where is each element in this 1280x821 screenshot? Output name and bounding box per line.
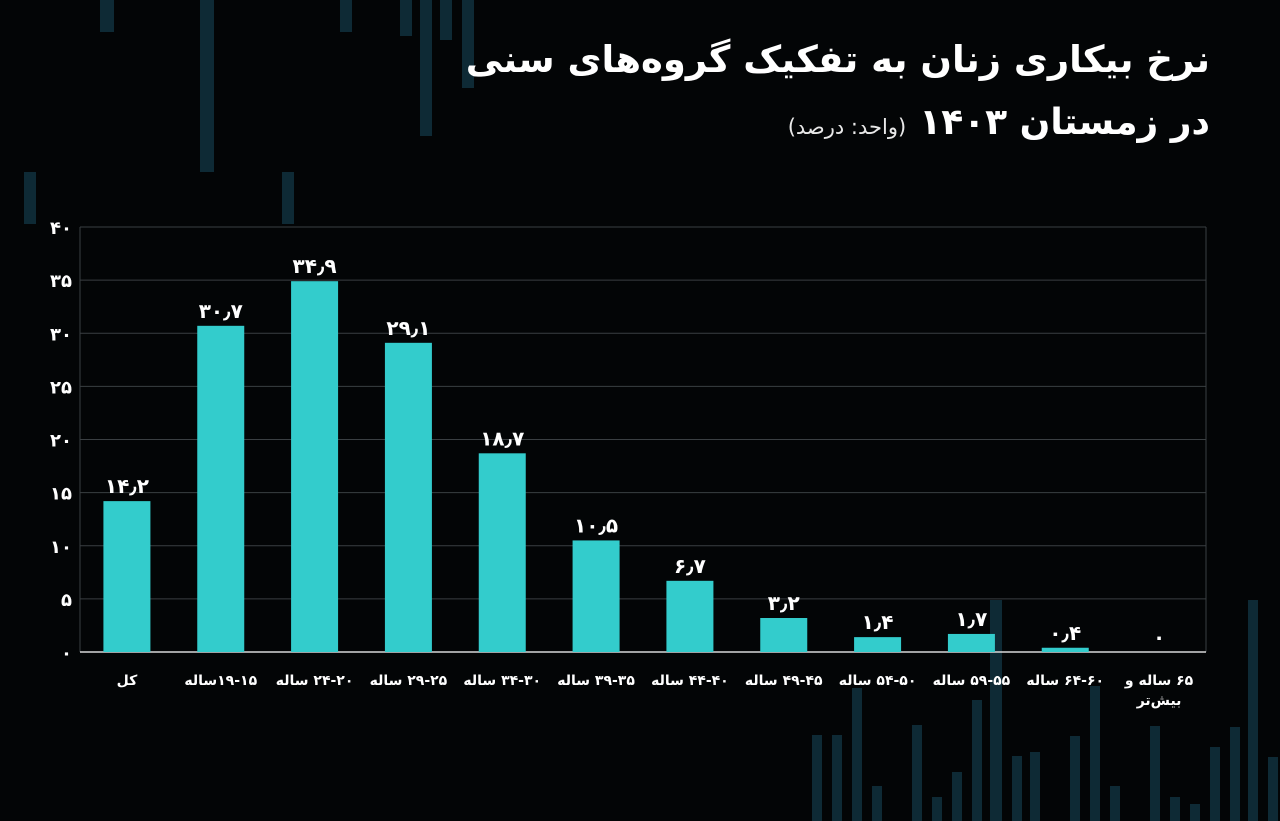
data-label: ۳۰٫۷ <box>199 299 243 323</box>
data-label: ۰٫۴ <box>1049 621 1081 645</box>
decoration-bar <box>1012 756 1022 821</box>
x-tick-label: ۱۹-۱۵ساله <box>184 673 257 689</box>
decoration-bar <box>282 172 294 224</box>
decoration-bar <box>812 735 822 821</box>
y-tick-label: ۱۰ <box>50 537 72 558</box>
decoration-bar <box>1230 727 1240 821</box>
decoration-bar <box>1030 752 1040 821</box>
bar <box>666 580 714 652</box>
decoration-bar <box>1110 786 1120 821</box>
bar <box>103 501 151 652</box>
y-tick-label: ۲۵ <box>50 377 72 398</box>
decoration-bar <box>1170 797 1180 821</box>
data-label: ۶٫۷ <box>674 554 706 578</box>
decoration-bar <box>462 0 474 88</box>
decoration-bar <box>952 772 962 821</box>
x-tick-label: ۵۹-۵۵ ساله <box>933 673 1011 689</box>
decoration-bar <box>420 0 432 136</box>
x-tick-label: ۶۴-۶۰ ساله <box>1026 673 1104 689</box>
x-tick-label: ۵۴-۵۰ ساله <box>839 673 917 689</box>
decoration-bar <box>400 0 412 36</box>
chart-subtitle-line: در زمستان ۱۴۰۳ (واحد: درصد) <box>788 102 1210 143</box>
decoration-bar <box>1248 600 1258 821</box>
decoration-bar <box>100 0 114 32</box>
data-label: ۰ <box>1153 625 1165 649</box>
data-label: ۳٫۲ <box>768 591 800 615</box>
x-tick-label: ۲۹-۲۵ ساله <box>370 673 448 689</box>
x-tick-label: ۳۴-۳۰ ساله <box>463 673 541 689</box>
bar <box>854 637 902 652</box>
y-tick-label: ۰ <box>61 643 72 664</box>
decoration-bar <box>440 0 452 40</box>
x-tick-label: ۳۹-۳۵ ساله <box>557 673 635 689</box>
decoration-bar <box>24 172 36 224</box>
x-tick-label: ۴۴-۴۰ ساله <box>651 673 729 689</box>
decoration-bar <box>932 797 942 821</box>
x-tick-label: ۲۴-۲۰ ساله <box>276 673 354 689</box>
decoration-bar <box>912 725 922 821</box>
decoration-bar <box>1070 736 1080 821</box>
bar <box>1041 647 1089 652</box>
y-tick-label: ۳۰ <box>50 324 72 345</box>
chart-subtitle: در زمستان ۱۴۰۳ <box>919 102 1210 143</box>
bar <box>760 618 808 652</box>
data-label: ۱۰٫۵ <box>574 513 618 537</box>
decoration-bar <box>1190 804 1200 821</box>
x-tick-label: کل <box>117 673 138 689</box>
data-label: ۲۹٫۱ <box>386 316 430 340</box>
decoration-bar <box>200 0 214 172</box>
bar <box>291 281 339 652</box>
decoration-bar <box>872 786 882 821</box>
bar <box>197 325 245 652</box>
bar <box>947 633 995 652</box>
bar <box>384 342 432 652</box>
chart-title: نرخ بیکاری زنان به تفکیک گروه‌های سنی <box>465 38 1210 81</box>
data-label: ۱٫۷ <box>955 607 987 631</box>
decoration-bar <box>972 700 982 821</box>
bar <box>572 540 620 652</box>
unit-note: (واحد: درصد) <box>787 115 907 139</box>
decoration-bar <box>1090 686 1100 821</box>
decoration-bar <box>1210 747 1220 821</box>
decoration-bar <box>832 735 842 821</box>
y-tick-label: ۵ <box>61 590 72 611</box>
decoration-bar <box>1150 726 1160 821</box>
decoration-bar <box>990 600 1002 821</box>
decoration-bar <box>1268 757 1278 821</box>
y-tick-label: ۲۰ <box>50 431 72 452</box>
decoration-bar <box>340 0 352 32</box>
data-label: ۱۴٫۲ <box>105 474 149 498</box>
x-tick-label: ۴۹-۴۵ ساله <box>745 673 823 689</box>
data-label: ۱٫۴ <box>862 610 894 634</box>
y-tick-label: ۳۵ <box>50 271 72 292</box>
bar <box>478 453 526 652</box>
y-tick-label: ۴۰ <box>50 218 72 239</box>
decoration-bar <box>852 688 862 821</box>
y-tick-label: ۱۵ <box>50 484 72 505</box>
data-label: ۱۸٫۷ <box>480 426 524 450</box>
data-label: ۳۴٫۹ <box>293 254 337 278</box>
x-tick-label: ۶۵ ساله و بیش‌تر <box>1124 673 1194 709</box>
